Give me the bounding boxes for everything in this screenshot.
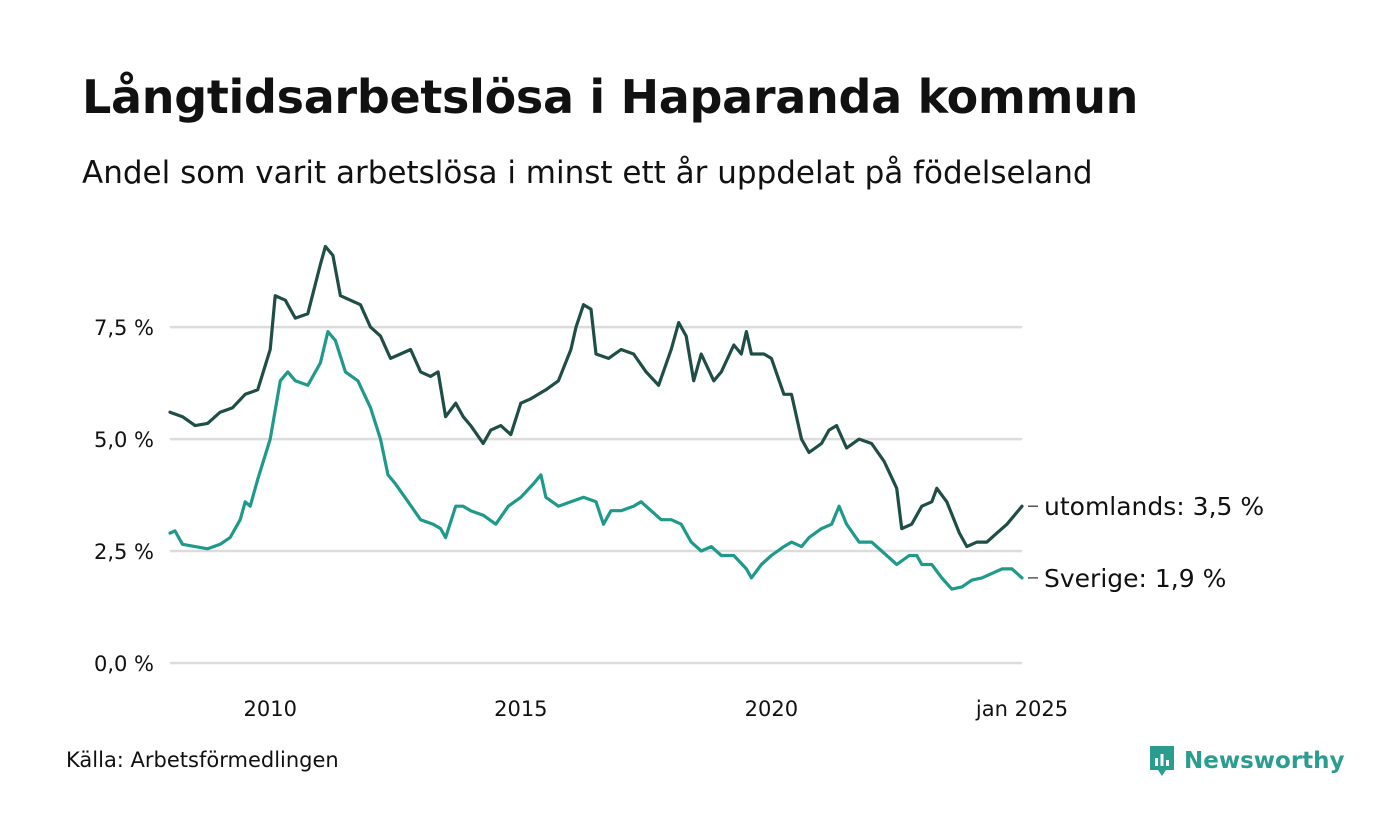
series-line-utomlands [168,244,1024,549]
end-label-sverige: Sverige: 1,9 % [1044,564,1226,593]
gridlines [170,325,1022,665]
chart-title: Långtidsarbetslösa i Haparanda kommun [82,70,1139,124]
x-tick-label: jan 2025 [975,697,1068,721]
source-note: Källa: Arbetsförmedlingen [66,748,339,772]
x-axis: 2010 2015 2020 jan 2025 [244,697,1069,721]
x-tick-label: 2015 [494,697,547,721]
newsworthy-logo-icon [1150,746,1174,776]
end-labels: utomlands: 3,5 % Sverige: 1,9 % [1028,492,1264,593]
end-label-utomlands: utomlands: 3,5 % [1044,492,1264,521]
x-tick-label: 2010 [244,697,297,721]
chart-subtitle: Andel som varit arbetslösa i minst ett å… [82,155,1093,191]
y-tick-label: 0,0 % [94,652,154,676]
y-axis: 0,0 % 2,5 % 5,0 % 7,5 % [94,316,154,676]
y-tick-label: 5,0 % [94,428,154,452]
series-lines [168,244,1024,591]
x-tick-label: 2020 [745,697,798,721]
brand-name: Newsworthy [1184,748,1345,774]
y-tick-label: 7,5 % [94,316,154,340]
series-line-sverige [168,330,1024,591]
y-tick-label: 2,5 % [94,540,154,564]
newsworthy-logo: Newsworthy [1148,744,1345,778]
